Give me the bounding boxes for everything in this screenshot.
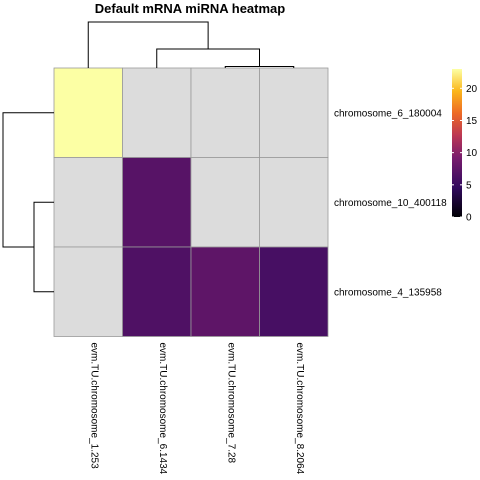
heatmap-cells [53,67,329,337]
heatmap-cell [53,67,123,158]
heatmap-cell [122,67,192,158]
colorbar-gradient [452,69,462,217]
column-label: evm.TU.chromosome_8.2064 [294,343,305,475]
column-labels: evm.TU.chromosome_1.253 evm.TU.chromosome… [88,343,305,475]
chart-title: Default mRNA miRNA heatmap [95,1,286,16]
heatmap-cell [190,246,260,337]
row-dendrogram-branch [33,201,54,293]
heatmap-cell [259,157,329,248]
column-label: evm.TU.chromosome_6.1434 [157,343,168,475]
heatmap-cell [53,246,123,337]
heatmap-cell [190,67,260,158]
heatmap-cell [122,157,192,248]
heatmap-cell [259,67,329,158]
colorbar-tick-label: 10 [466,148,478,159]
row-labels: chromosome_6_180004 chromosome_10_400118c… [334,108,447,298]
heatmap-cell [53,157,123,248]
row-dendrogram-branch [2,112,54,248]
colorbar-tick-label: 15 [466,116,478,127]
column-label: evm.TU.chromosome_7.28 [225,343,236,464]
heatmap-cell [259,246,329,337]
colorbar-tick-label: 20 [466,84,478,95]
row-label: chromosome_6_180004 [334,108,442,119]
row-dendrogram [2,112,54,293]
colorbar-tick-label: 0 [466,213,472,224]
column-dendrogram-branch [87,21,209,68]
colorbar-tick-label: 5 [466,180,472,191]
column-dendrogram [87,21,295,68]
column-label: evm.TU.chromosome_1.253 [88,343,99,470]
heatmap-cell [190,157,260,248]
row-label: chromosome_4_135958 [334,287,442,298]
column-dendrogram-branch [156,48,260,68]
row-label: chromosome_10_400118 [334,198,447,209]
colorbar-legend: 0 5 10 15 20 [452,69,478,224]
heatmap-cell [122,246,192,337]
